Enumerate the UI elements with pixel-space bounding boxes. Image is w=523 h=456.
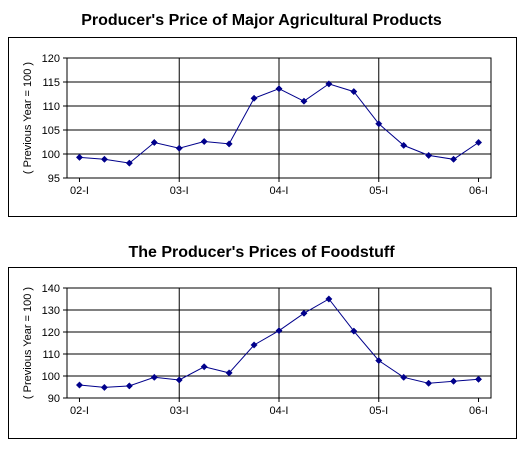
- y-tick-label: 100: [42, 371, 60, 383]
- plot-area: [66, 57, 492, 179]
- data-point: [350, 327, 358, 335]
- data-point: [75, 381, 84, 389]
- chart-title: The Producer's Prices of Foodstuff: [128, 244, 395, 261]
- plot-area: [66, 287, 492, 399]
- data-point: [275, 327, 283, 335]
- x-tick-label: 06-I: [469, 185, 488, 197]
- data-point: [425, 379, 433, 387]
- data-point: [125, 159, 133, 167]
- y-tick-label: 110: [42, 101, 60, 113]
- y-tick-label: 100: [42, 149, 60, 161]
- x-tick-label: 04-I: [270, 405, 289, 417]
- y-tick-label: 95: [48, 173, 60, 185]
- line-chart: 90 100 110 120 130 140 02-I 03-I 04-I 05-I 06-I ( P…: [22, 283, 492, 417]
- data-point: [474, 375, 483, 383]
- data-point: [300, 97, 308, 105]
- data-point: [400, 141, 408, 149]
- y-axis-label: ( Previous Year = 100 ): [22, 62, 34, 174]
- data-point: [325, 80, 333, 88]
- chart-frame: 95 100 105 110 115 120 02-I 03-I 04-I 05-I 06-I ( P…: [8, 37, 517, 217]
- data-point: [200, 137, 208, 146]
- data-point: [125, 382, 133, 390]
- data-point: [450, 377, 458, 385]
- x-tick-label: 03-I: [170, 185, 189, 197]
- data-point: [150, 373, 158, 381]
- y-tick-label: 105: [42, 125, 60, 137]
- data-point: [400, 373, 408, 381]
- data-point: [100, 383, 108, 391]
- y-tick-label: 90: [48, 393, 60, 405]
- x-tick-label: 02-I: [70, 185, 89, 197]
- data-point: [225, 369, 233, 377]
- data-point: [474, 138, 483, 147]
- y-tick-label: 120: [42, 53, 60, 65]
- data-point: [175, 144, 183, 152]
- data-point: [100, 155, 108, 163]
- y-axis-label: ( Previous Year = 100 ): [22, 287, 34, 399]
- x-tick-label: 06-I: [469, 405, 488, 417]
- data-point: [200, 363, 208, 371]
- data-point: [250, 94, 258, 102]
- x-tick-label: 05-I: [369, 185, 388, 197]
- data-point: [375, 357, 383, 365]
- y-tick-label: 140: [42, 283, 60, 295]
- data-point: [250, 341, 258, 349]
- data-point: [450, 155, 458, 163]
- data-point: [300, 309, 308, 317]
- chart-frame: 90 100 110 120 130 140 02-I 03-I 04-I 05-I 06-I ( P…: [8, 267, 517, 439]
- y-tick-label: 130: [42, 305, 60, 317]
- data-point: [350, 88, 358, 96]
- data-point: [150, 138, 158, 147]
- data-point: [225, 140, 233, 148]
- y-tick-label: 110: [42, 349, 60, 361]
- y-tick-label: 115: [42, 77, 60, 89]
- x-tick-label: 04-I: [270, 185, 289, 197]
- data-point: [425, 151, 433, 159]
- x-tick-label: 02-I: [70, 405, 89, 417]
- data-point: [375, 120, 383, 128]
- data-point: [175, 376, 183, 384]
- x-tick-label: 05-I: [369, 405, 388, 417]
- y-tick-label: 120: [42, 327, 60, 339]
- line-chart: 95 100 105 110 115 120 02-I 03-I 04-I 05-I 06-I ( P…: [22, 53, 492, 197]
- data-point: [75, 153, 84, 161]
- x-tick-label: 03-I: [170, 405, 189, 417]
- data-point: [275, 85, 283, 93]
- chart-title: Producer's Price of Major Agricultural P…: [81, 12, 442, 29]
- data-point: [325, 295, 333, 303]
